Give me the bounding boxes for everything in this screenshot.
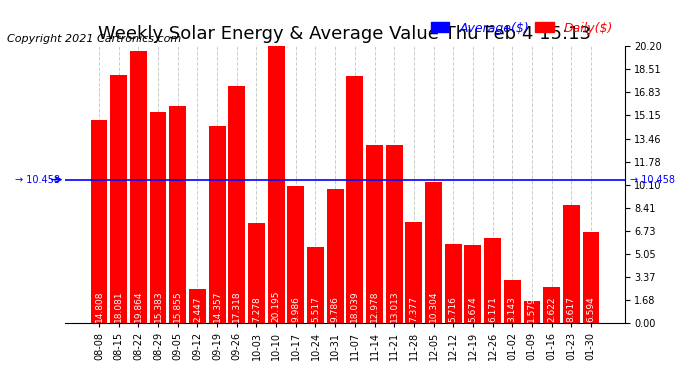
Bar — [268, 46, 284, 323]
Text: 1.579: 1.579 — [527, 296, 536, 322]
Text: 6.594: 6.594 — [586, 296, 595, 322]
Text: → 10.458: → 10.458 — [14, 175, 60, 184]
Bar — [406, 222, 422, 323]
Bar — [209, 126, 226, 323]
Text: 7.377: 7.377 — [409, 296, 418, 322]
Text: 18.039: 18.039 — [351, 290, 359, 322]
Text: 2.447: 2.447 — [193, 297, 202, 322]
Bar — [110, 75, 127, 323]
Bar — [307, 247, 324, 323]
Bar — [563, 205, 580, 323]
Text: 15.855: 15.855 — [173, 290, 182, 322]
Text: 2.622: 2.622 — [547, 297, 556, 322]
Text: 3.143: 3.143 — [508, 296, 517, 322]
Text: 20.195: 20.195 — [272, 291, 281, 322]
Bar — [150, 112, 166, 323]
Text: 13.013: 13.013 — [390, 290, 399, 322]
Text: 7.278: 7.278 — [252, 296, 261, 322]
Text: 5.716: 5.716 — [448, 296, 457, 322]
Legend: Average($), Daily($): Average($), Daily($) — [426, 16, 618, 40]
Bar — [582, 232, 599, 323]
Title: Weekly Solar Energy & Average Value Thu Feb 4 15:13: Weekly Solar Energy & Average Value Thu … — [99, 26, 591, 44]
Bar — [504, 280, 520, 323]
Text: 9.786: 9.786 — [331, 296, 339, 322]
Bar — [228, 86, 245, 323]
Text: 6.171: 6.171 — [488, 296, 497, 322]
Bar — [248, 223, 265, 323]
Text: 12.978: 12.978 — [370, 291, 379, 322]
Text: 19.864: 19.864 — [134, 291, 143, 322]
Text: 14.357: 14.357 — [213, 291, 221, 322]
Bar — [543, 287, 560, 323]
Text: → 10.458: → 10.458 — [630, 175, 676, 184]
Bar — [130, 51, 147, 323]
Bar — [346, 76, 363, 323]
Text: 8.617: 8.617 — [566, 296, 575, 322]
Bar — [366, 145, 383, 323]
Text: 5.674: 5.674 — [469, 296, 477, 322]
Text: 9.986: 9.986 — [291, 296, 300, 322]
Text: 18.081: 18.081 — [115, 290, 124, 322]
Bar — [189, 289, 206, 323]
Bar — [91, 120, 108, 323]
Bar — [524, 301, 540, 323]
Text: 5.517: 5.517 — [311, 296, 320, 322]
Text: 14.808: 14.808 — [95, 291, 103, 322]
Bar — [425, 182, 442, 323]
Bar — [327, 189, 344, 323]
Bar — [464, 245, 481, 323]
Text: 10.304: 10.304 — [429, 291, 438, 322]
Bar — [170, 106, 186, 323]
Text: Copyright 2021 Cartronics.com: Copyright 2021 Cartronics.com — [7, 34, 181, 44]
Bar — [484, 238, 501, 323]
Text: 15.383: 15.383 — [154, 290, 163, 322]
Bar — [386, 145, 402, 323]
Text: 17.318: 17.318 — [233, 290, 241, 322]
Bar — [445, 244, 462, 323]
Bar — [288, 186, 304, 323]
